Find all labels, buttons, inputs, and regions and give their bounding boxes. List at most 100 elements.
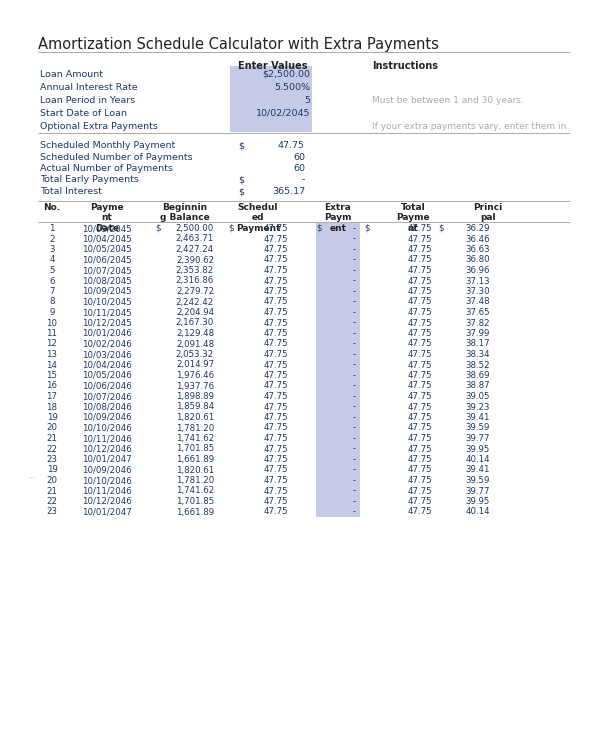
Text: 1,661.89: 1,661.89 — [176, 455, 214, 464]
Text: 10/01/2046: 10/01/2046 — [82, 329, 132, 338]
Text: 3: 3 — [49, 245, 55, 254]
Text: 10/10/2046: 10/10/2046 — [82, 476, 132, 485]
Text: 47.75: 47.75 — [263, 224, 288, 233]
Text: Extra
Paym
ent: Extra Paym ent — [324, 203, 352, 233]
Text: 18: 18 — [47, 402, 58, 412]
Text: 47.75: 47.75 — [407, 455, 432, 464]
Text: 15: 15 — [47, 371, 58, 380]
Text: 2,242.42: 2,242.42 — [176, 298, 214, 307]
Bar — [316, 474, 360, 485]
Text: 1,781.20: 1,781.20 — [176, 423, 214, 432]
Text: 47.75: 47.75 — [263, 445, 288, 453]
Text: 10/12/2046: 10/12/2046 — [82, 497, 132, 506]
Text: 47.75: 47.75 — [407, 361, 432, 369]
Bar — [316, 254, 360, 264]
Text: 47.75: 47.75 — [263, 339, 288, 348]
Text: 2,091.48: 2,091.48 — [176, 339, 214, 348]
Text: 47.75: 47.75 — [263, 361, 288, 369]
Text: 10/01/2047: 10/01/2047 — [82, 507, 132, 517]
Text: $: $ — [155, 224, 161, 233]
Text: 47.75: 47.75 — [407, 445, 432, 453]
Text: 47.75: 47.75 — [407, 402, 432, 412]
Bar — [316, 485, 360, 496]
Text: 37.99: 37.99 — [466, 329, 490, 338]
Text: 2,279.72: 2,279.72 — [176, 287, 214, 296]
Text: 10/01/2047: 10/01/2047 — [82, 455, 132, 464]
Text: 47.75: 47.75 — [407, 413, 432, 422]
Text: -: - — [353, 329, 356, 338]
Text: 47.75: 47.75 — [263, 507, 288, 517]
Text: 47.75: 47.75 — [263, 255, 288, 264]
Text: 47.75: 47.75 — [407, 224, 432, 233]
Text: 38.69: 38.69 — [466, 371, 490, 380]
Text: 10/05/2045: 10/05/2045 — [82, 245, 132, 254]
Text: 47.75: 47.75 — [407, 287, 432, 296]
Text: -: - — [353, 434, 356, 443]
Text: 10/02/2046: 10/02/2046 — [82, 339, 132, 348]
Text: 10/09/2046: 10/09/2046 — [82, 466, 132, 474]
Text: 47.75: 47.75 — [263, 298, 288, 307]
Text: -: - — [302, 175, 305, 185]
Text: 10/11/2046: 10/11/2046 — [82, 434, 132, 443]
Text: Amortization Schedule Calculator with Extra Payments: Amortization Schedule Calculator with Ex… — [38, 37, 439, 52]
Text: 36.63: 36.63 — [466, 245, 490, 254]
Text: No.: No. — [43, 203, 61, 212]
Text: 2,204.94: 2,204.94 — [176, 308, 214, 317]
Text: 10/06/2045: 10/06/2045 — [82, 255, 132, 264]
Text: 10/12/2046: 10/12/2046 — [82, 445, 132, 453]
Text: 47.75: 47.75 — [263, 497, 288, 506]
Text: 1,859.84: 1,859.84 — [176, 402, 214, 412]
Text: Start Date of Loan: Start Date of Loan — [40, 109, 127, 118]
Text: -: - — [353, 486, 356, 496]
Text: -: - — [353, 402, 356, 412]
Text: -: - — [353, 255, 356, 264]
Text: 21: 21 — [47, 434, 58, 443]
Text: 47.75: 47.75 — [278, 141, 305, 150]
Text: 47.75: 47.75 — [407, 392, 432, 401]
Text: 11: 11 — [47, 329, 58, 338]
Text: 47.75: 47.75 — [263, 329, 288, 338]
Text: 10/02/2045: 10/02/2045 — [256, 109, 310, 118]
Text: 22: 22 — [47, 445, 58, 453]
Text: 10/10/2046: 10/10/2046 — [82, 423, 132, 432]
Text: 20: 20 — [47, 423, 58, 432]
Text: 47.75: 47.75 — [407, 486, 432, 496]
Text: Loan Amount: Loan Amount — [40, 70, 103, 79]
Text: 2,053.32: 2,053.32 — [176, 350, 214, 359]
Text: 60: 60 — [293, 153, 305, 161]
Text: 1,661.89: 1,661.89 — [176, 507, 214, 517]
Text: If your extra payments vary, enter them in: If your extra payments vary, enter them … — [372, 122, 566, 131]
Text: 38.52: 38.52 — [466, 361, 490, 369]
Text: 36.46: 36.46 — [466, 234, 490, 244]
Text: 47.75: 47.75 — [407, 434, 432, 443]
Text: 12: 12 — [47, 339, 58, 348]
Text: 37.13: 37.13 — [466, 277, 490, 285]
Text: 47.75: 47.75 — [263, 402, 288, 412]
Text: 5: 5 — [304, 96, 310, 105]
Text: 2,167.30: 2,167.30 — [176, 318, 214, 328]
Text: 47.75: 47.75 — [407, 339, 432, 348]
Bar — [316, 296, 360, 307]
Text: $: $ — [438, 224, 443, 233]
Text: 47.75: 47.75 — [263, 413, 288, 422]
Text: 47.75: 47.75 — [263, 277, 288, 285]
Text: 47.75: 47.75 — [407, 329, 432, 338]
Bar — [316, 317, 360, 328]
Bar — [316, 506, 360, 517]
Text: 2,353.82: 2,353.82 — [176, 266, 214, 275]
Text: Must be between 1 and 30 years.: Must be between 1 and 30 years. — [372, 96, 524, 105]
Bar — [230, 66, 312, 132]
Text: 10/11/2045: 10/11/2045 — [82, 308, 132, 317]
Text: Annual Interest Rate: Annual Interest Rate — [40, 83, 137, 92]
Text: 10/04/2046: 10/04/2046 — [82, 361, 132, 369]
Text: 1,781.20: 1,781.20 — [176, 476, 214, 485]
Text: 19: 19 — [47, 466, 58, 474]
Text: 2,316.86: 2,316.86 — [176, 277, 214, 285]
Text: 1,741.62: 1,741.62 — [176, 486, 214, 496]
Text: 23: 23 — [47, 507, 58, 517]
Text: $: $ — [316, 224, 322, 233]
Text: 47.75: 47.75 — [263, 266, 288, 275]
Text: Enter Values: Enter Values — [239, 61, 308, 71]
Text: 7: 7 — [49, 287, 55, 296]
Text: 14: 14 — [47, 361, 58, 369]
